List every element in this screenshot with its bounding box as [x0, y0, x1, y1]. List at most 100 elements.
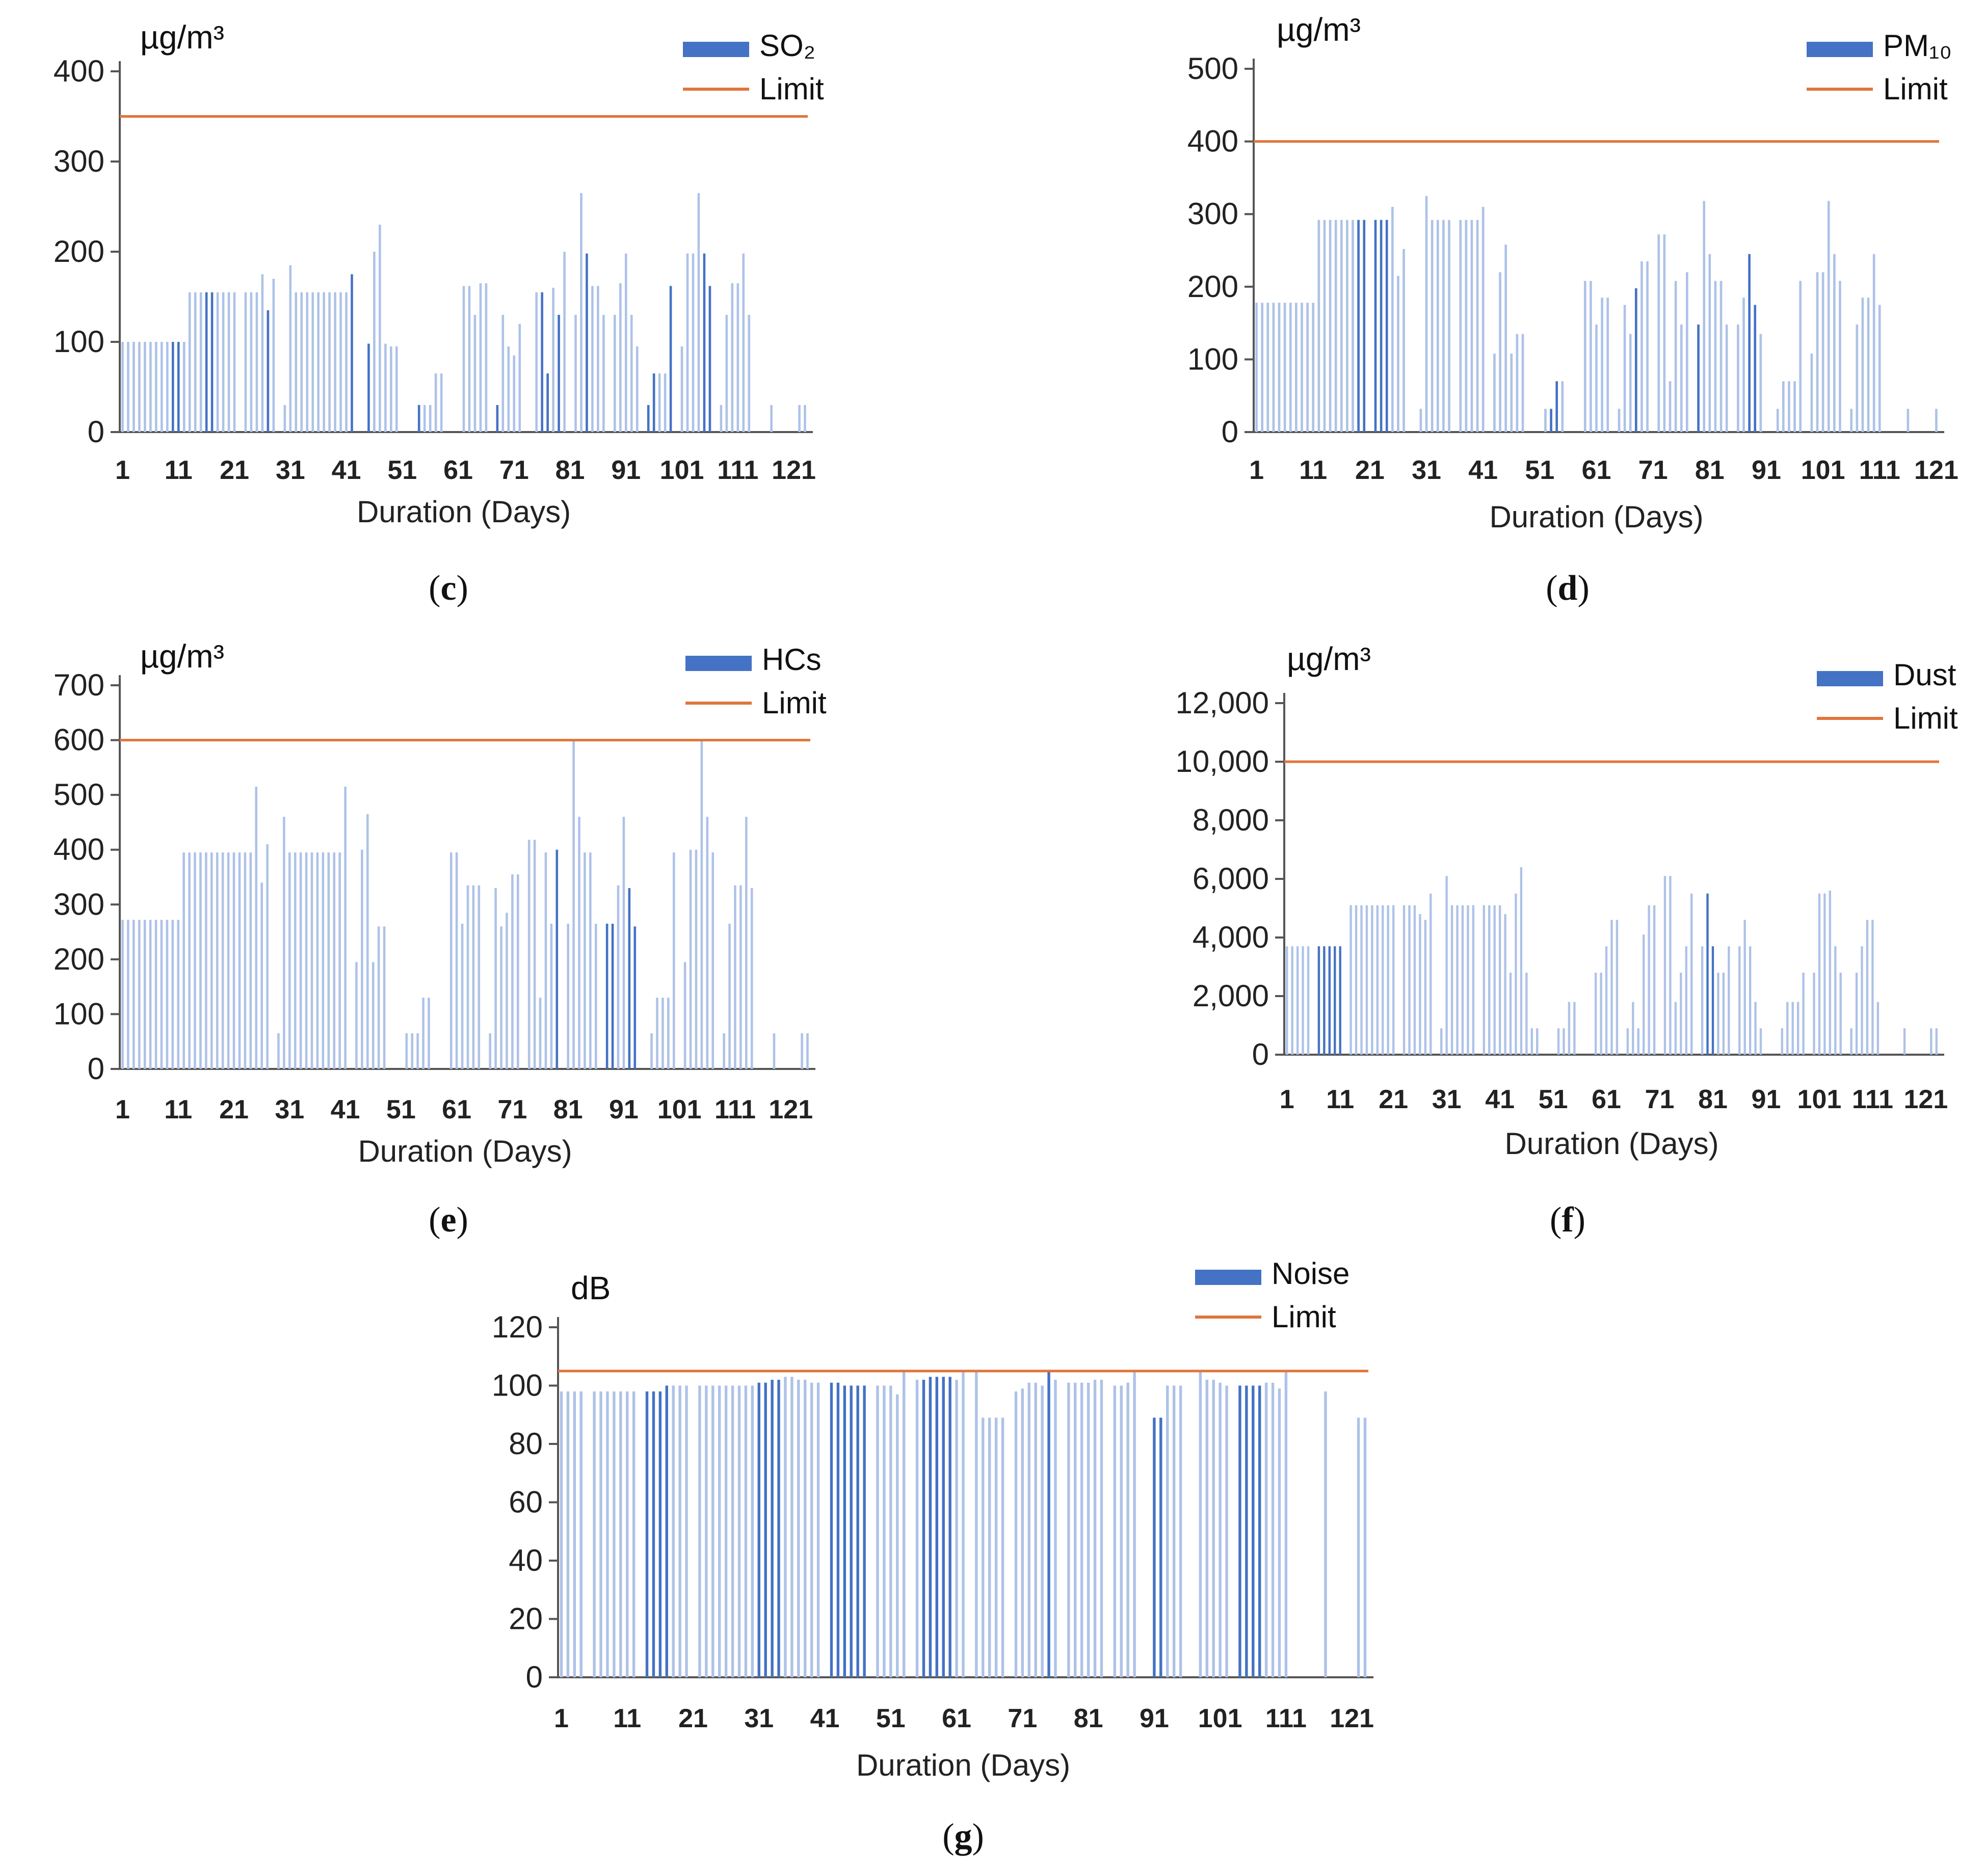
y-tick-label: 12,000: [1175, 686, 1269, 720]
bar-day-14: [1355, 905, 1358, 1055]
bar-day-111: [1878, 305, 1881, 432]
bar-day-63: [1606, 298, 1609, 432]
bar-day-66: [1623, 305, 1626, 432]
bar-day-20: [1387, 905, 1389, 1055]
bar-day-54: [417, 405, 420, 432]
bar-day-24: [1385, 220, 1388, 432]
bar-day-60: [1600, 973, 1602, 1055]
bar-day-43: [355, 962, 358, 1069]
x-tick-label: 21: [219, 1095, 249, 1124]
bar-day-95: [1788, 381, 1790, 432]
bar-day-110: [1866, 920, 1869, 1055]
bar-day-9: [166, 920, 169, 1069]
bar-day-69: [1648, 905, 1650, 1055]
bar-day-68: [1634, 288, 1637, 432]
bar-day-77: [1690, 893, 1693, 1055]
bar-day-5: [144, 342, 146, 432]
bar-day-29: [277, 1033, 280, 1069]
bar-day-53: [1550, 409, 1552, 432]
bar-day-71: [513, 355, 516, 432]
bar-day-123: [1935, 1028, 1938, 1055]
bar-day-101: [1818, 893, 1821, 1055]
bar-day-38: [328, 292, 331, 432]
x-tick-label: 121: [769, 1095, 813, 1124]
bar-day-103: [692, 253, 695, 432]
bar-day-50: [883, 1385, 886, 1677]
bar-day-71: [511, 874, 514, 1069]
legend-series-swatch: [1195, 1270, 1261, 1285]
bar-day-39: [333, 852, 336, 1069]
bar-day-70: [1646, 261, 1649, 432]
x-tick-label: 41: [1468, 455, 1498, 485]
bar-day-12: [632, 1391, 636, 1677]
y-tick-label: 0: [88, 415, 104, 449]
bar-day-37: [322, 852, 325, 1069]
bar-day-5: [1307, 946, 1310, 1055]
bar-day-5: [143, 920, 146, 1069]
bar-day-122: [798, 405, 801, 432]
bar-day-108: [720, 405, 723, 432]
bar-day-107: [1850, 1028, 1852, 1055]
bar-day-110: [1872, 254, 1875, 432]
bar-day-2: [566, 1391, 570, 1677]
bar-day-99: [669, 286, 672, 432]
bar-day-6: [593, 1391, 596, 1677]
bar-day-48: [1521, 334, 1524, 432]
bar-day-6: [149, 342, 152, 432]
bar-day-19: [221, 852, 224, 1069]
bar-day-70: [1014, 1391, 1018, 1677]
x-tick-label: 31: [744, 1704, 774, 1733]
bar-day-69: [1640, 261, 1643, 432]
bar-day-80: [1080, 1382, 1083, 1677]
bar-day-20: [1363, 220, 1366, 432]
bar-day-63: [468, 286, 471, 432]
bar-day-76: [539, 998, 542, 1069]
bar-day-53: [902, 1371, 906, 1677]
y-tick-label: 100: [492, 1369, 543, 1403]
y-tick-label: 300: [1187, 197, 1238, 231]
x-tick-label: 41: [332, 455, 361, 485]
bar-day-97: [656, 998, 658, 1069]
bar-day-78: [1067, 1382, 1070, 1677]
bar-day-10: [171, 920, 174, 1069]
bar-day-2: [127, 342, 129, 432]
legend-limit-label: Limit: [1893, 701, 1958, 735]
bar-day-8: [161, 342, 163, 432]
bar-day-40: [1493, 905, 1496, 1055]
bar-day-35: [311, 292, 314, 432]
bar-day-2: [127, 920, 129, 1069]
bar-day-108: [1855, 973, 1858, 1055]
bar-day-12: [182, 342, 186, 432]
bar-day-93: [636, 346, 639, 432]
bar-day-33: [299, 852, 302, 1069]
bar-day-58: [935, 1377, 939, 1677]
bar-day-97: [1796, 1002, 1799, 1055]
x-tick-label: 31: [1432, 1085, 1462, 1114]
bar-day-80: [1706, 893, 1709, 1055]
bar-day-39: [810, 1382, 813, 1677]
bar-day-26: [724, 1385, 728, 1677]
x-tick-label: 111: [714, 1095, 756, 1124]
bar-day-2: [1291, 946, 1293, 1055]
bar-day-47: [1516, 334, 1519, 432]
bar-day-31: [1445, 876, 1448, 1055]
x-tick-label: 71: [1645, 1085, 1675, 1114]
bar-day-95: [1786, 1002, 1789, 1055]
bar-day-51: [889, 1385, 892, 1677]
bar-day-1: [121, 342, 124, 432]
bar-day-67: [489, 1033, 491, 1069]
bar-day-59: [1594, 973, 1597, 1055]
y-tick-label: 10,000: [1175, 744, 1269, 779]
bar-day-21: [233, 292, 236, 432]
caption-c: (c): [429, 569, 468, 608]
x-tick-label: 61: [1582, 455, 1611, 485]
bar-day-9: [1301, 303, 1303, 432]
bar-day-71: [1021, 1388, 1024, 1677]
x-tick-label: 41: [331, 1095, 360, 1124]
bar-day-16: [1340, 220, 1343, 432]
bar-day-43: [1493, 353, 1496, 432]
bar-day-31: [757, 1382, 760, 1677]
caption-d: (d): [1546, 569, 1590, 608]
bar-day-1: [1286, 946, 1288, 1055]
bar-day-13: [1323, 220, 1326, 432]
